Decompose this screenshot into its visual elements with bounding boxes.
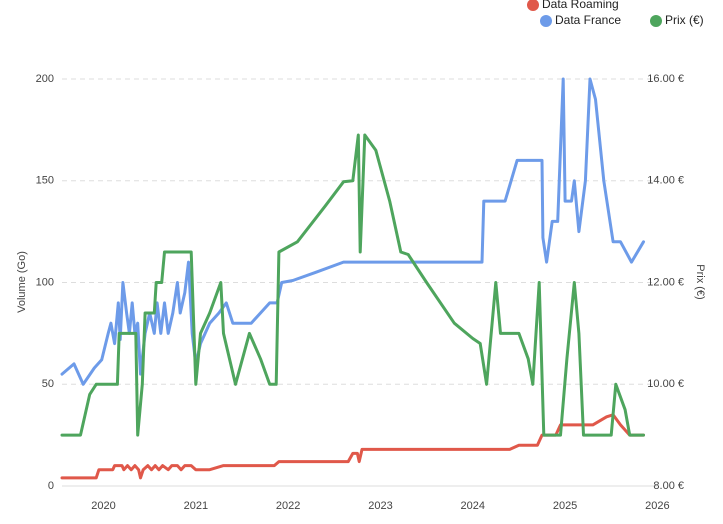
legend-marker — [540, 15, 552, 27]
series-line — [60, 413, 645, 480]
y2-axis-title: Prix (€) — [694, 264, 706, 299]
series-line — [60, 77, 645, 386]
legend: Data Roaming Data France Prix (€) — [527, 0, 704, 27]
x-tick-label: 2026 — [645, 500, 669, 512]
x-tick-label: 2020 — [91, 500, 115, 512]
y-tick-label: 50 — [42, 378, 54, 390]
y-tick-label: 200 — [36, 73, 54, 85]
x-tick-label: 2022 — [276, 500, 300, 512]
x-tick-label: 2024 — [461, 500, 485, 512]
series-line — [60, 133, 645, 437]
y2-tick-label: 16.00 € — [647, 73, 684, 85]
legend-label: Data France — [555, 13, 621, 27]
x-tick-label: 2021 — [184, 500, 208, 512]
legend-marker — [527, 0, 539, 11]
y-axis-title: Volume (Go) — [16, 251, 28, 313]
legend-label: Data Roaming — [542, 0, 619, 11]
y2-tick-label: 12.00 € — [647, 276, 684, 288]
y2-tick-label: 10.00 € — [647, 378, 684, 390]
y2-tick-label: 8.00 € — [653, 480, 684, 492]
y-tick-label: 150 — [36, 175, 54, 187]
y-tick-label: 100 — [36, 276, 54, 288]
x-tick-label: 2023 — [368, 500, 392, 512]
legend-label: Prix (€) — [665, 13, 704, 27]
y-tick-label: 0 — [48, 480, 54, 492]
x-tick-label: 2025 — [553, 500, 577, 512]
legend-marker — [650, 15, 662, 27]
y2-tick-label: 14.00 € — [647, 175, 684, 187]
